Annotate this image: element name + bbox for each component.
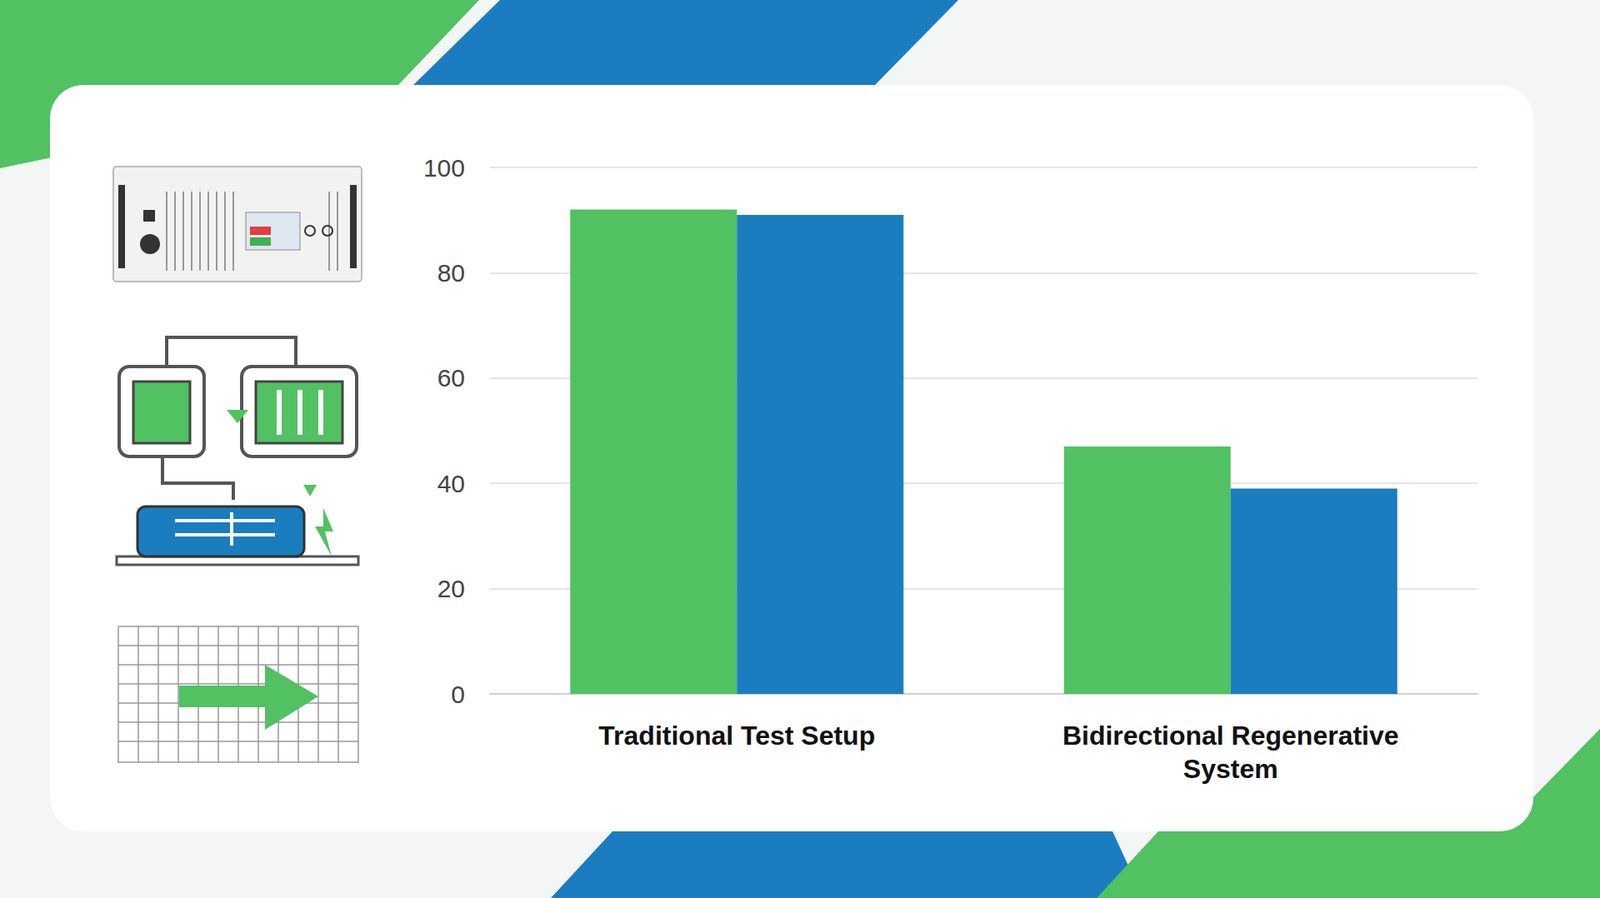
svg-text:80: 80: [437, 259, 465, 287]
svg-text:20: 20: [437, 575, 465, 603]
svg-text:40: 40: [437, 470, 465, 498]
svg-text:Bidirectional Regenerative: Bidirectional Regenerative: [1062, 720, 1400, 751]
svg-text:0: 0: [450, 680, 465, 709]
svg-text:60: 60: [437, 364, 465, 392]
svg-text:Traditional Test Setup: Traditional Test Setup: [598, 720, 875, 751]
svg-text:System: System: [1183, 754, 1279, 785]
svg-text:100: 100: [423, 154, 465, 182]
